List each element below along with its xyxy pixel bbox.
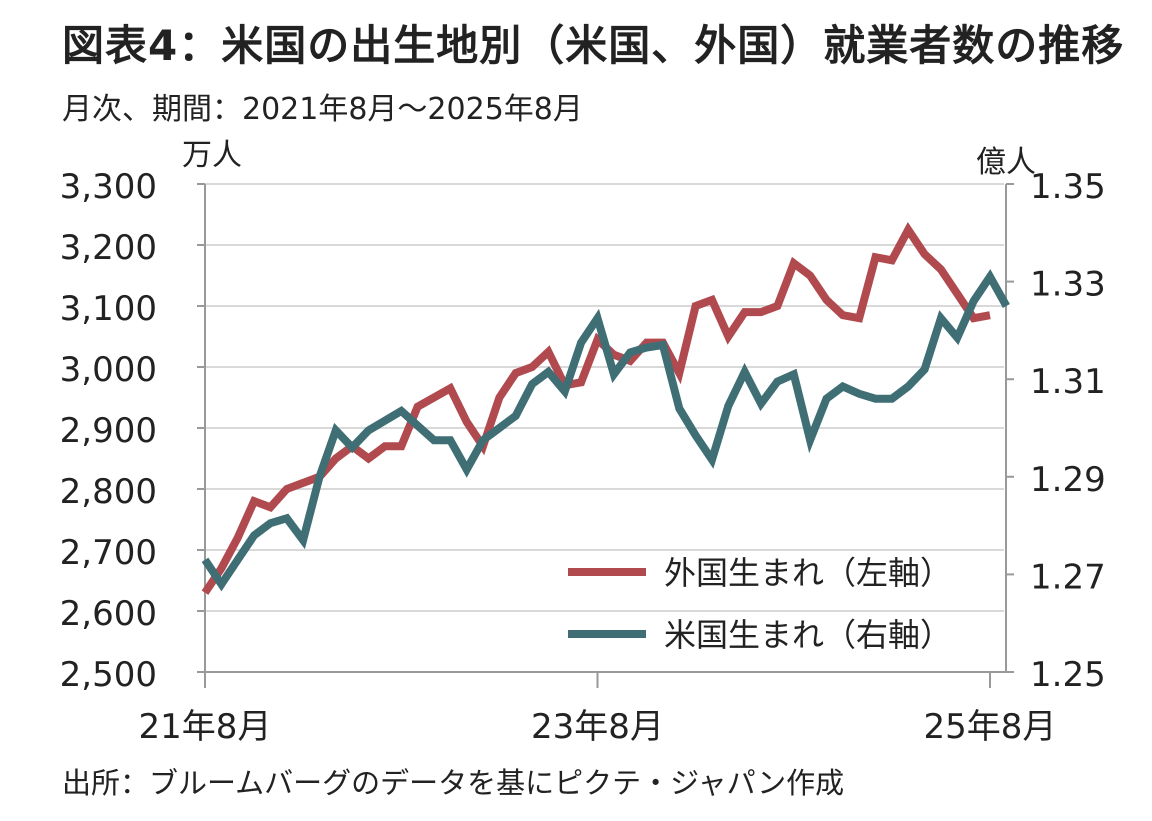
chart-title: 図表4：米国の出生地別（米国、外国）就業者数の推移	[62, 21, 1125, 70]
left-tick-label: 3,100	[60, 289, 157, 329]
x-tick-label: 21年8月	[139, 707, 272, 747]
gridlines	[205, 183, 1004, 612]
left-tick-label: 2,900	[60, 411, 157, 451]
right-tick-label: 1.35	[1030, 167, 1106, 207]
left-tick-label: 2,800	[60, 472, 157, 512]
series-lines	[201, 222, 1010, 595]
x-tick-label: 25年8月	[924, 707, 1057, 747]
left-unit-label: 万人	[182, 138, 242, 173]
left-tick-label: 3,000	[60, 350, 157, 390]
series-line-us-born	[201, 269, 1010, 592]
right-tick-label: 1.33	[1030, 265, 1106, 305]
left-tick-label: 2,500	[60, 655, 157, 695]
left-tick-label: 2,600	[60, 594, 157, 634]
series-line-foreign-born	[201, 222, 991, 595]
right-tick-label: 1.27	[1030, 557, 1106, 597]
x-tick-label: 23年8月	[531, 707, 664, 747]
left-tick-label: 3,200	[60, 228, 157, 268]
legend-label-1: 米国生まれ（右軸）	[664, 616, 952, 654]
legend: 外国生まれ（左軸） 米国生まれ（右軸）	[568, 554, 952, 654]
right-unit-label: 億人	[976, 145, 1036, 180]
left-tick-label: 2,700	[60, 533, 157, 573]
chart-subtitle: 月次、期間：2021年8月～2025年8月	[62, 92, 583, 127]
right-tick-label: 1.29	[1030, 460, 1106, 500]
axes: 2,500 2,600 2,700 2,800 2,900 3,000 3,100 3,200…	[60, 138, 1106, 747]
left-tick-label: 3,300	[60, 167, 157, 207]
right-tick-label: 1.31	[1030, 362, 1106, 402]
source-note: 出所：ブルームバーグのデータを基にピクテ・ジャパン作成	[62, 766, 845, 800]
legend-label-0: 外国生まれ（左軸）	[664, 554, 952, 592]
right-tick-label: 1.25	[1030, 655, 1106, 695]
